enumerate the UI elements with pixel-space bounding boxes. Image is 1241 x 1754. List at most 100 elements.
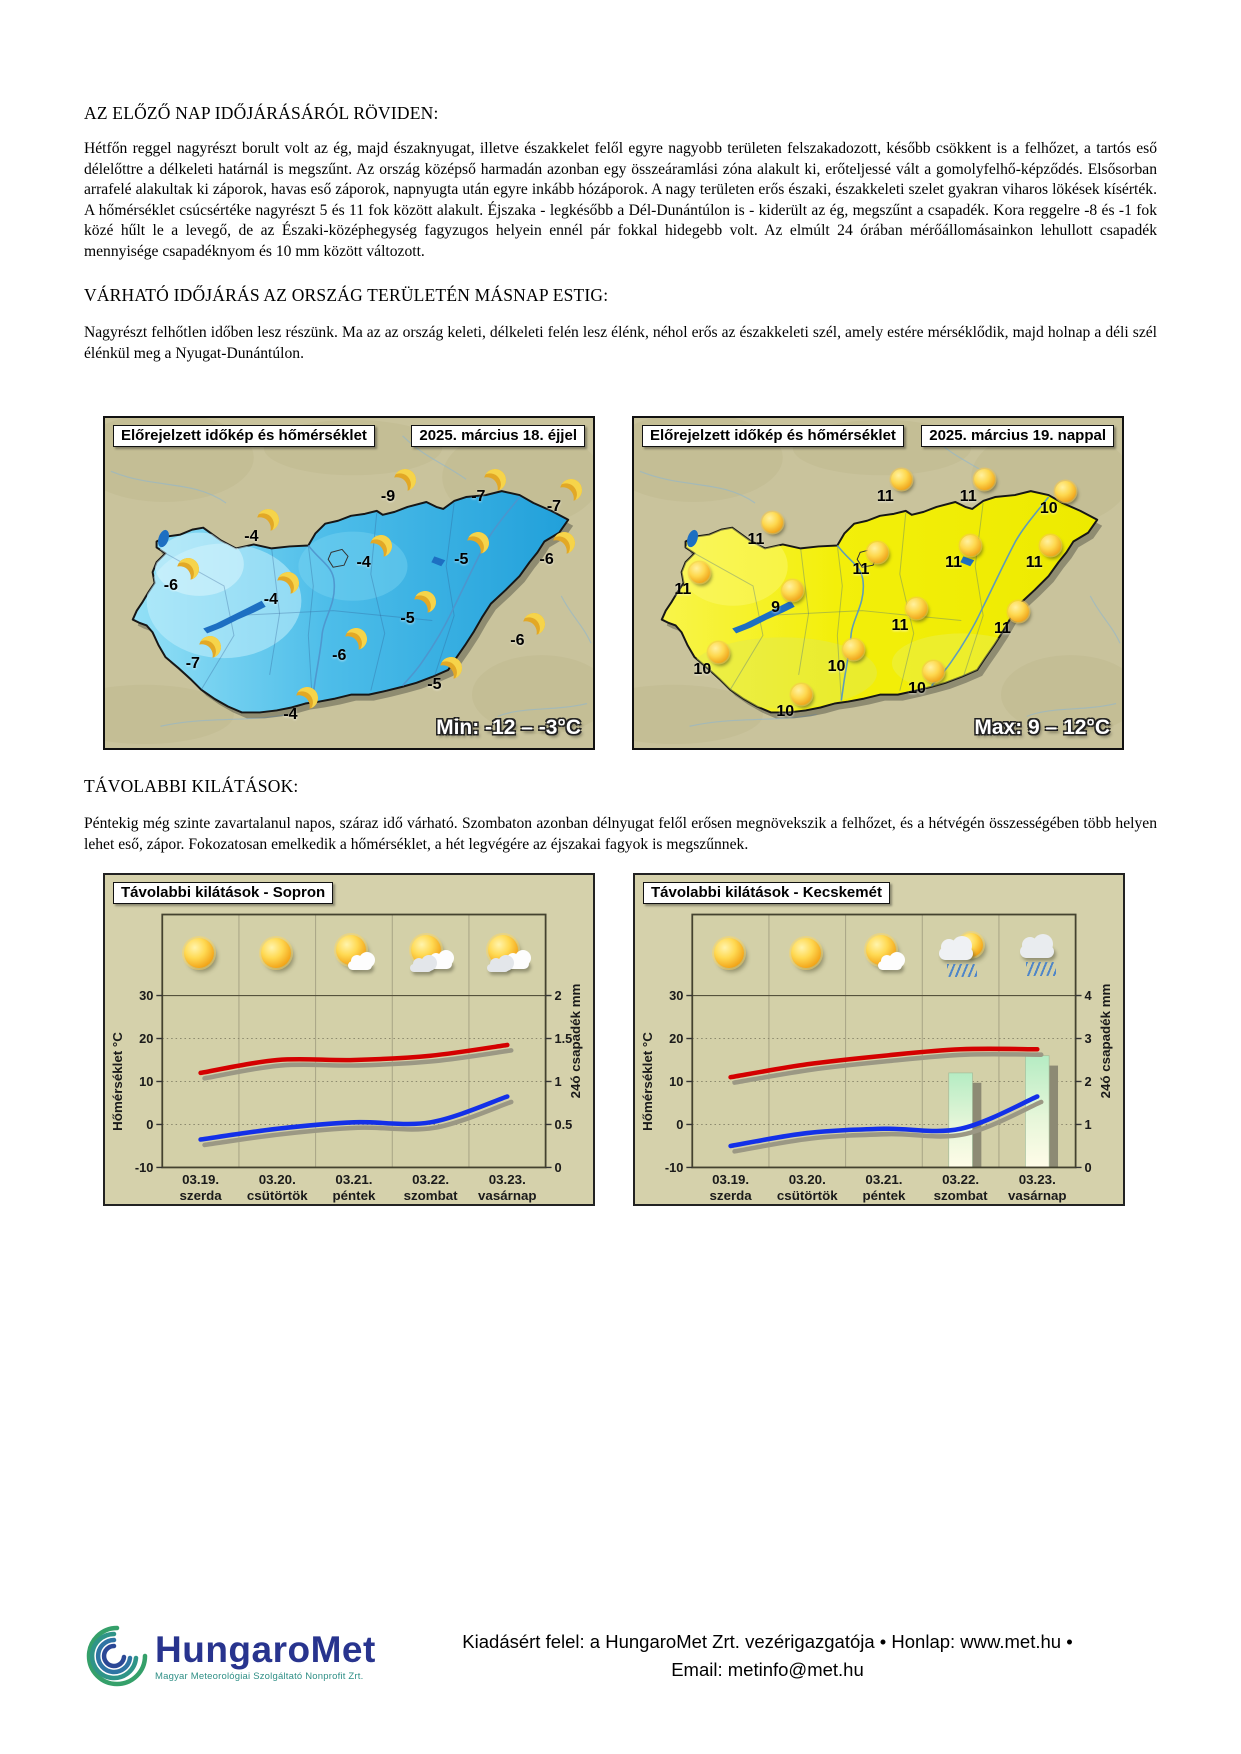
moon-icon <box>438 655 465 682</box>
svg-text:0.5: 0.5 <box>555 1117 573 1132</box>
sun-icon <box>905 597 927 619</box>
hungary-map-canvas <box>634 418 1122 748</box>
sun-icon <box>251 933 303 977</box>
svg-text:vasárnap: vasárnap <box>478 1188 537 1203</box>
cloud <box>347 952 375 971</box>
svg-text:03.23.: 03.23. <box>1019 1172 1056 1187</box>
station-icon-holder <box>842 639 864 661</box>
station-temperature: 10 <box>908 679 926 697</box>
station-temperature: 11 <box>993 620 1011 638</box>
logo-text-block: HungaroMet Magyar Meteorológiai Szolgált… <box>155 1631 376 1682</box>
station-temperature: 11 <box>852 560 870 578</box>
sun-icon <box>959 535 981 557</box>
station-temperature: 11 <box>674 580 692 598</box>
footer: HungaroMet Magyar Meteorológiai Szolgált… <box>84 1624 1157 1688</box>
sun-icon <box>923 660 945 682</box>
svg-text:szerda: szerda <box>709 1188 752 1203</box>
svg-text:0: 0 <box>676 1117 683 1132</box>
cloud <box>409 955 437 973</box>
sun-cloud-icon <box>328 933 380 977</box>
forecast-map-day: Előrejelzett időkép és hőmérséklet 2025. … <box>632 416 1124 750</box>
rain-streaks <box>1025 962 1056 977</box>
imprint-line2: Email: metinfo@met.hu <box>671 1659 864 1680</box>
svg-text:1: 1 <box>555 1074 562 1089</box>
outlook-charts-row: 30 20 10 0 -10 2 1.5 1 0.5 0 Hőmérséklet °C 24ó csa… <box>103 873 1157 1206</box>
moon-icon <box>343 625 370 652</box>
heading-previous-day: AZ ELŐZŐ NAP IDŐJÁRÁSÁRÓL RÖVIDEN: <box>84 103 439 123</box>
sun-icon <box>791 683 813 705</box>
station-icon-holder <box>1040 535 1062 557</box>
svg-text:3: 3 <box>1085 1031 1092 1046</box>
sun-clouds-icon <box>405 933 457 977</box>
station-icon-holder <box>277 572 299 594</box>
outlook-chart-sopron: 30 20 10 0 -10 2 1.5 1 0.5 0 Hőmérséklet °C 24ó csa… <box>103 873 595 1206</box>
rain-streaks <box>946 964 977 978</box>
moon-icon <box>175 556 202 583</box>
moon-icon <box>550 530 577 557</box>
chart-title-tab: Távolabbi kilátások - Kecskemét <box>643 882 890 904</box>
svg-text:03.22.: 03.22. <box>942 1172 979 1187</box>
station-temperature: -5 <box>454 550 469 568</box>
sun-icon <box>974 469 996 491</box>
station-temperature: 11 <box>876 488 894 506</box>
sun-icon <box>708 642 730 664</box>
sun-cloud-icon <box>858 933 910 977</box>
sun-core <box>790 938 821 969</box>
moon-icon <box>465 530 492 557</box>
moon-icon <box>275 569 302 596</box>
moon-icon <box>392 467 419 494</box>
forecast-map-night: Előrejelzett időkép és hőmérséklet 2025. … <box>103 416 595 750</box>
sun-core <box>184 938 215 969</box>
svg-text:péntek: péntek <box>332 1188 376 1203</box>
svg-text:szombat: szombat <box>934 1188 989 1203</box>
station-icon-holder <box>781 579 803 601</box>
sun-icon <box>704 933 756 977</box>
station-icon-holder <box>974 469 996 491</box>
map-date-tab: 2025. március 19. nappal <box>921 425 1114 447</box>
station-temperature: -6 <box>332 646 347 664</box>
moon-icon <box>294 685 321 712</box>
sun-icon <box>1008 601 1030 623</box>
map-range-badge: Min: -12 – -3°C <box>436 716 581 739</box>
svg-text:szerda: szerda <box>179 1188 222 1203</box>
paragraph-forecast: Nagyrészt felhőtlen időben lesz részünk.… <box>84 324 1157 362</box>
station-temperature: -6 <box>163 577 178 595</box>
station-icon-holder <box>523 613 545 635</box>
station-icon-holder <box>923 660 945 682</box>
svg-text:szombat: szombat <box>404 1188 459 1203</box>
station-temperature: -5 <box>427 676 442 694</box>
station-temperature: 11 <box>747 531 765 549</box>
moon-icon <box>558 477 585 504</box>
rain-icon <box>1012 933 1064 977</box>
station-icon-holder <box>394 469 416 491</box>
station-icon-holder <box>296 687 318 709</box>
station-temperature: 10 <box>1039 499 1058 517</box>
map-title-tab: Előrejelzett időkép és hőmérséklet <box>113 425 375 447</box>
svg-text:03.22.: 03.22. <box>412 1172 449 1187</box>
sun-icon <box>781 579 803 601</box>
station-temperature: -6 <box>510 631 525 649</box>
station-icon-holder <box>177 558 199 580</box>
station-icon-holder <box>905 597 927 619</box>
station-temperature: -4 <box>263 590 279 608</box>
station-icon-holder <box>688 561 710 583</box>
cloud <box>486 955 514 973</box>
sun-icon <box>866 541 888 563</box>
svg-text:03.20.: 03.20. <box>789 1172 826 1187</box>
sun-clouds-icon <box>482 933 534 977</box>
paragraph-outlook: Péntekig még szinte zavartalanul napos, … <box>84 815 1157 853</box>
rain-sun-icon <box>935 933 987 978</box>
station-temperature: 11 <box>891 616 909 634</box>
sun-icon <box>1040 535 1062 557</box>
map-date-tab: 2025. március 18. éjjel <box>411 425 585 447</box>
station-temperature: -7 <box>546 498 562 516</box>
station-icon-holder <box>484 469 506 491</box>
station-temperature: 9 <box>771 598 780 616</box>
svg-text:Hőmérséklet °C: Hőmérséklet °C <box>110 1032 125 1131</box>
svg-text:30: 30 <box>669 988 683 1003</box>
svg-text:03.19.: 03.19. <box>712 1172 749 1187</box>
svg-text:24ó csapadék mm: 24ó csapadék mm <box>568 983 583 1098</box>
map-range-badge: Max: 9 – 12°C <box>974 716 1110 739</box>
